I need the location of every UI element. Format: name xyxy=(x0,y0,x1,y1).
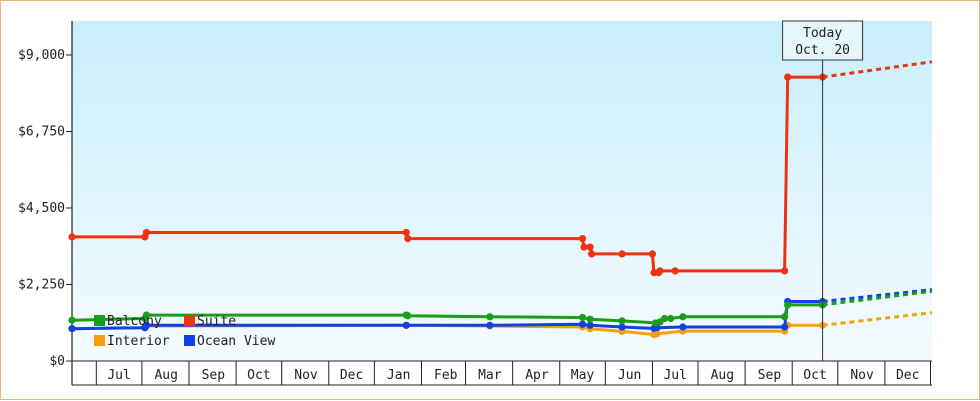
data-point xyxy=(781,267,789,275)
x-tick-label: Sep xyxy=(202,368,226,383)
data-point xyxy=(486,321,494,329)
data-point xyxy=(142,321,151,329)
legend-swatch xyxy=(184,315,195,326)
data-point xyxy=(68,316,76,324)
data-point xyxy=(618,323,626,331)
legend-swatch xyxy=(94,315,105,326)
data-point xyxy=(588,250,596,258)
series-projection-line xyxy=(822,60,933,79)
data-point xyxy=(586,243,594,251)
data-point xyxy=(486,313,494,321)
x-tick-label: Dec xyxy=(340,368,363,383)
data-point xyxy=(671,267,679,275)
today-box xyxy=(782,20,864,61)
data-point xyxy=(656,267,664,275)
legend-item-suite: Suite xyxy=(184,314,236,329)
legend: Balcony Suite Interior Ocean View xyxy=(94,314,275,349)
legend-label: Suite xyxy=(197,314,236,329)
x-tick-label: May xyxy=(571,368,595,383)
data-point xyxy=(679,323,687,331)
data-point xyxy=(404,312,412,320)
today-date-label: Oct. 20 xyxy=(795,43,850,58)
data-point xyxy=(784,301,792,309)
data-point xyxy=(784,73,792,81)
data-point xyxy=(618,250,626,258)
data-point xyxy=(404,235,412,243)
plot-area xyxy=(72,21,932,361)
series-balcony xyxy=(68,289,933,327)
x-tick-label: Nov xyxy=(294,368,318,383)
legend-label: Interior xyxy=(107,334,170,349)
data-point xyxy=(68,325,76,333)
data-point xyxy=(68,233,76,241)
x-tick-label: Jan xyxy=(387,368,410,383)
y-tick-label: $4,500 xyxy=(18,201,65,216)
today-label: Today xyxy=(803,26,842,41)
x-tick-label: Jun xyxy=(618,368,641,383)
data-point xyxy=(402,321,410,329)
data-point xyxy=(648,250,657,258)
data-point xyxy=(578,235,587,243)
axis-layer: $0 $2,250 $4,500 $6,750 $9,000 Jul Aug Sep Oct No… xyxy=(18,21,932,386)
data-point xyxy=(618,317,626,325)
data-point xyxy=(580,243,588,251)
legend-item-interior: Interior xyxy=(94,334,170,349)
legend-item-ocean-view: Ocean View xyxy=(184,334,275,349)
legend-swatch xyxy=(94,335,105,346)
x-tick-label: Sep xyxy=(758,368,782,383)
x-tick-label: Oct xyxy=(803,368,826,383)
legend-swatch xyxy=(184,335,195,346)
data-point xyxy=(142,228,151,237)
legend-label: Ocean View xyxy=(197,334,275,349)
today-marker: Today Oct. 20 xyxy=(782,20,864,361)
data-point xyxy=(586,315,594,323)
y-tick-label: $2,250 xyxy=(18,278,65,293)
data-point xyxy=(402,228,410,237)
x-tick-label: Apr xyxy=(525,368,549,383)
series-suite xyxy=(68,60,933,277)
data-point xyxy=(660,314,669,323)
data-point xyxy=(679,313,687,321)
x-tick-label: Nov xyxy=(850,368,874,383)
x-tick-label: Feb xyxy=(434,368,458,383)
legend-item-balcony: Balcony xyxy=(94,314,162,329)
data-point xyxy=(781,313,789,321)
series-line xyxy=(72,75,823,275)
x-tick-label: Oct xyxy=(247,368,270,383)
x-tick-label: Jul xyxy=(107,368,130,383)
x-tick-label: Aug xyxy=(711,368,734,383)
data-point xyxy=(578,320,587,328)
data-point xyxy=(578,313,587,322)
y-tick-label: $9,000 xyxy=(18,48,65,63)
legend-label: Balcony xyxy=(107,314,162,329)
x-tick-label: Jul xyxy=(663,368,686,383)
x-tick-label: Mar xyxy=(478,368,502,383)
y-tick-label: $0 xyxy=(49,354,65,369)
series-projection-line xyxy=(822,311,933,327)
data-point xyxy=(586,321,594,329)
data-point xyxy=(781,323,789,331)
series-projection-line xyxy=(822,288,933,303)
x-tick-label: Aug xyxy=(154,368,177,383)
data-point xyxy=(142,311,151,319)
data-point xyxy=(653,330,661,338)
y-tick-label: $6,750 xyxy=(18,125,65,140)
x-tick-label: Dec xyxy=(896,368,919,383)
series-projection-line xyxy=(822,289,933,307)
data-point xyxy=(667,314,675,323)
